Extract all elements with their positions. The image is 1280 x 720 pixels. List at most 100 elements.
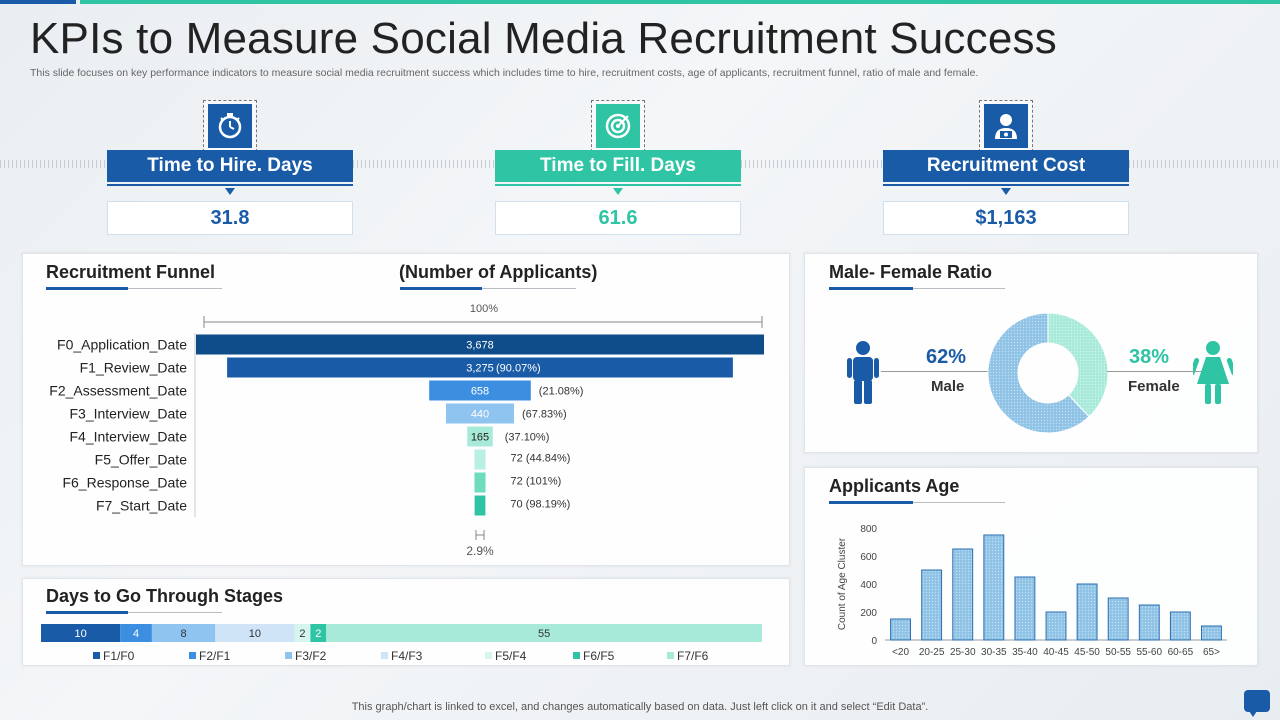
- kpi-value: 31.8: [107, 201, 353, 235]
- segment-value-label: 8: [181, 628, 187, 640]
- male-female-ratio-panel: Male- Female Ratio 62% Male 38% Female: [804, 253, 1258, 453]
- age-bar: [921, 569, 943, 641]
- segment-value-label: 2: [299, 628, 305, 640]
- recruiter-icon: [984, 104, 1028, 148]
- segment-value-label: 2: [315, 628, 321, 640]
- funnel-value-label: 72 (44.84%): [511, 453, 571, 465]
- panel-title: Male- Female Ratio: [829, 262, 993, 282]
- caret-down-icon: [225, 188, 235, 195]
- stacked-segment: [215, 624, 295, 642]
- x-tick-label: 50-55: [1105, 647, 1131, 658]
- x-tick-label: 35-40: [1012, 647, 1038, 658]
- divider: [741, 160, 883, 168]
- chat-icon[interactable]: [1244, 690, 1270, 717]
- top-accent-bar-teal: [80, 0, 1280, 4]
- stacked-days-chart: 10 4 8 10 2 2 55 F1/F0 F2/F1 F3/F2 F4/F3 F5/F4 F6/F5…: [41, 624, 762, 663]
- age-bar: [952, 548, 974, 641]
- y-tick-label: 600: [860, 552, 877, 563]
- chart-title: (Number of Applicants): [399, 262, 598, 282]
- days-through-stages-panel: Days to Go Through Stages 10 4 8 10 2 2 55 F1/F…: [22, 578, 790, 666]
- donut-slice-female: [1047, 312, 1109, 418]
- funnel-bar: [474, 472, 486, 493]
- y-tick-label: 200: [860, 608, 877, 619]
- top-accent-bar: [0, 0, 76, 4]
- stacked-segment: [41, 624, 121, 642]
- funnel-category-label: F4_Interview_Date: [69, 429, 187, 445]
- age-bar: [1076, 583, 1098, 641]
- legend-label: F6/F5: [583, 649, 615, 663]
- age-bar: [1014, 576, 1036, 641]
- age-bar: [1201, 625, 1222, 641]
- divider: [1129, 160, 1280, 168]
- female-percent: 38%: [1129, 346, 1170, 368]
- kpi-value: $1,163: [883, 201, 1129, 235]
- x-tick-label: 55-60: [1136, 647, 1162, 658]
- divider: [353, 160, 495, 168]
- funnel-conversion-label: (21.08%): [539, 386, 584, 398]
- male-percent: 62%: [926, 346, 967, 368]
- x-tick-label: 40-45: [1043, 647, 1069, 658]
- funnel-chart: 100% F0_Application_Date 3,678 F1_Review_Da…: [49, 303, 764, 558]
- funnel-category-label: F3_Interview_Date: [69, 406, 187, 422]
- funnel-conversion-label: (67.83%): [522, 409, 567, 421]
- funnel-bar: [227, 357, 733, 378]
- caret-down-icon: [1001, 188, 1011, 195]
- legend-label: F2/F1: [199, 649, 231, 663]
- funnel-category-label: F7_Start_Date: [96, 498, 187, 514]
- age-bar: [1107, 597, 1129, 641]
- female-label: Female: [1128, 378, 1180, 395]
- age-bar: [1138, 604, 1160, 641]
- male-label: Male: [931, 378, 965, 395]
- funnel-bar: [474, 495, 486, 516]
- segment-value-label: 55: [538, 628, 550, 640]
- kpi-label: Time to Fill. Days: [495, 150, 741, 182]
- funnel-conversion-label: (90.07%): [496, 363, 541, 375]
- funnel-bar: [474, 449, 486, 470]
- age-bar: [1169, 611, 1191, 641]
- x-tick-label: 65>: [1203, 647, 1220, 658]
- legend-label: F1/F0: [103, 649, 135, 663]
- divider: [0, 160, 107, 168]
- segment-value-label: 4: [133, 628, 139, 640]
- funnel-bar: [467, 426, 493, 447]
- age-bar: [983, 534, 1005, 641]
- x-tick-label: 30-35: [981, 647, 1007, 658]
- y-tick-label: 800: [860, 524, 877, 535]
- x-tick-label: 45-50: [1074, 647, 1100, 658]
- legend-swatch: [381, 652, 388, 659]
- funnel-value-label: 165: [471, 432, 489, 444]
- legend-swatch: [485, 652, 492, 659]
- panel-title: Recruitment Funnel: [46, 262, 216, 282]
- legend-label: F5/F4: [495, 649, 527, 663]
- y-axis-label: Count of Age Cluster: [837, 537, 848, 630]
- stacked-segment: [326, 624, 762, 642]
- funnel-category-label: F5_Offer_Date: [95, 452, 188, 468]
- x-tick-label: 25-30: [950, 647, 976, 658]
- page-title: KPIs to Measure Social Media Recruitment…: [30, 14, 1057, 63]
- page-subtitle: This slide focuses on key performance in…: [30, 67, 979, 79]
- footer-note: This graph/chart is linked to excel, and…: [351, 701, 929, 713]
- legend-swatch: [285, 652, 292, 659]
- funnel-conversion-label: (37.10%): [505, 432, 550, 444]
- funnel-value-label: 658: [471, 386, 489, 398]
- legend-swatch: [93, 652, 100, 659]
- kpi-value: 61.6: [495, 201, 741, 235]
- legend-swatch: [189, 652, 196, 659]
- top-percent-label: 100%: [470, 303, 498, 315]
- legend-label: F3/F2: [295, 649, 327, 663]
- segment-value-label: 10: [74, 628, 86, 640]
- funnel-category-label: F6_Response_Date: [62, 475, 187, 491]
- stacked-segment: [294, 624, 311, 642]
- legend-swatch: [667, 652, 674, 659]
- funnel-bar: [196, 334, 764, 355]
- gender-donut-chart: [987, 312, 1109, 434]
- y-tick-label: 400: [860, 580, 877, 591]
- funnel-category-label: F0_Application_Date: [57, 337, 187, 353]
- age-bar: [890, 618, 911, 641]
- target-icon: [596, 104, 640, 148]
- funnel-category-label: F1_Review_Date: [80, 360, 188, 376]
- funnel-bar: [429, 380, 531, 401]
- segment-value-label: 10: [249, 628, 261, 640]
- clock-icon: [208, 104, 252, 148]
- stacked-segment: [120, 624, 152, 642]
